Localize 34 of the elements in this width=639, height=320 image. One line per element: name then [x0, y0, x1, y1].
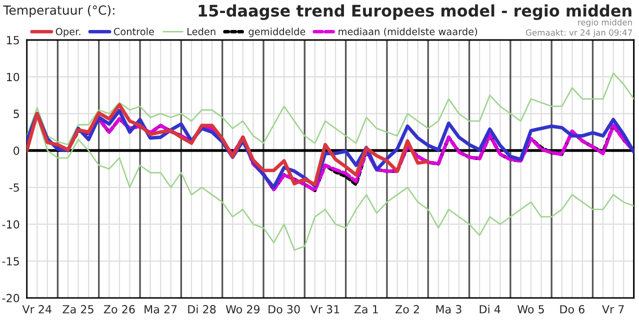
x-tick-label: Wo 29: [226, 305, 260, 314]
text: regio midden: [578, 19, 632, 28]
y-tick-label: 10: [6, 72, 20, 82]
y-tick-label: -15: [2, 257, 19, 266]
text: Gemaakt: vr 24 jan 09:47: [526, 29, 632, 38]
x-tick-label: Za 25: [62, 305, 94, 314]
y-tick-label: -20: [2, 294, 20, 302]
x-tick-label: Zo 26: [104, 305, 135, 314]
y-tick-label: 15: [6, 36, 19, 44]
legend-label: mediaan (middelste waarde): [338, 28, 478, 36]
x-tick-label: Vr 31: [310, 305, 340, 314]
x-tick-label: Do 30: [268, 305, 300, 314]
y-tick-label: 5: [14, 110, 19, 118]
y-tick-label: 0: [14, 146, 20, 155]
x-tick-label: Ma 3: [436, 305, 462, 314]
y-tick-label: -5: [9, 184, 19, 192]
x-tick-label: Vr 7: [602, 305, 624, 314]
x-tick-label: Ma 27: [144, 305, 177, 314]
legend-label: gemiddelde: [248, 28, 306, 38]
chart-title: 15-daagse trend Europees model - regio midden: [198, 4, 632, 20]
legend-label: Oper.: [56, 28, 80, 38]
x-tick-label: Di 28: [188, 304, 216, 314]
legend-label: Controle: [114, 28, 154, 36]
x-tick-label: Di 4: [480, 304, 500, 314]
x-tick-label: Do 6: [560, 305, 584, 314]
legend-label: Leden: [188, 28, 216, 36]
line-series: [26, 103, 430, 186]
line-series: [26, 72, 634, 146]
x-tick-label: Zo 2: [396, 305, 419, 314]
y-axis-title: Temperatuur (°C):: [3, 5, 114, 18]
x-tick-label: Wo 5: [518, 305, 544, 314]
x-tick-label: Za 1: [354, 305, 378, 314]
y-tick-label: -10: [2, 220, 20, 229]
x-tick-label: Vr 24: [22, 305, 52, 314]
